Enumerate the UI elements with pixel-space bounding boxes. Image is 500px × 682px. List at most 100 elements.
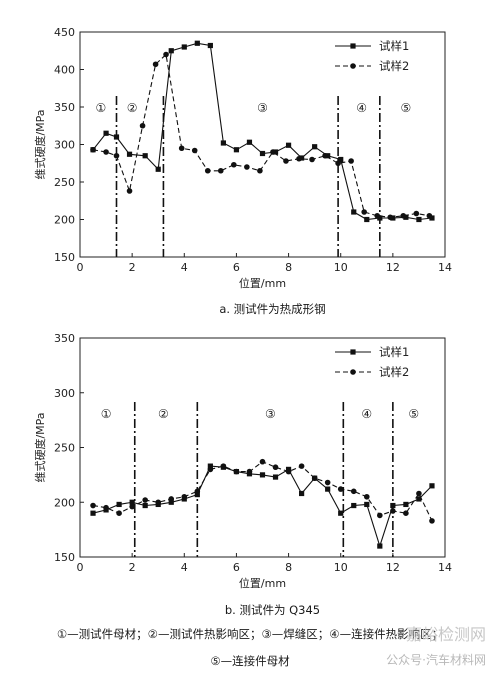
x-tick-label: 8 (285, 261, 292, 274)
data-point (429, 483, 435, 489)
zone-label: ① (101, 407, 112, 421)
data-point (142, 497, 148, 503)
data-point (429, 518, 435, 524)
x-tick-label: 8 (285, 561, 292, 574)
x-tick-label: 2 (129, 261, 136, 274)
data-point (233, 468, 240, 475)
data-point (325, 486, 331, 492)
data-point (129, 503, 135, 510)
data-point (126, 188, 133, 194)
data-point (272, 464, 279, 471)
data-point (335, 160, 341, 167)
data-point (163, 51, 169, 58)
data-point (403, 214, 409, 220)
data-point (207, 463, 213, 469)
data-point (168, 48, 174, 54)
data-point (155, 499, 162, 506)
data-point (390, 508, 396, 514)
legend-label-2: 试样2 (379, 59, 409, 73)
data-point (403, 501, 409, 508)
data-point (207, 466, 214, 473)
zone-label: ⑤ (408, 407, 419, 421)
data-point (259, 458, 266, 465)
y-tick-label: 150 (54, 551, 75, 564)
data-point (351, 502, 357, 509)
data-point (103, 149, 109, 155)
data-point (220, 463, 227, 469)
zone-label: ④ (356, 101, 367, 115)
data-point (363, 493, 370, 500)
data-point (113, 152, 120, 159)
data-point (129, 499, 135, 505)
data-point (350, 488, 357, 495)
y-tick-label: 250 (54, 442, 75, 455)
x-axis-label: 位置/mm (239, 276, 286, 290)
y-tick-label: 200 (54, 496, 75, 509)
data-point (377, 215, 383, 221)
y-tick-label: 450 (54, 26, 75, 39)
data-point (178, 145, 185, 152)
data-point (246, 139, 253, 145)
data-point (259, 150, 266, 157)
data-point (311, 475, 318, 481)
data-point (139, 122, 146, 129)
data-point (113, 134, 120, 140)
data-point (285, 142, 292, 148)
data-point (387, 214, 394, 221)
zone-label: ④ (361, 407, 372, 421)
series-line-2 (92, 461, 433, 522)
x-tick-label: 12 (386, 261, 400, 274)
zone-label: ② (127, 101, 138, 115)
x-tick-label: 10 (334, 561, 348, 574)
data-point (142, 502, 148, 509)
legend-marker-2 (350, 369, 356, 375)
x-tick-label: 4 (181, 561, 188, 574)
data-point (416, 490, 422, 497)
data-point (231, 161, 237, 168)
chart-a-hot-formed-steel: 0 2 4 6 8 10 12 14 150 200 250 300 350 400 450 位置/mm 维式硬… (33, 26, 452, 316)
y-tick-label: 400 (54, 64, 75, 77)
x-tick-label: 14 (438, 561, 452, 574)
chart-caption: a. 测试件为热成形钢 (219, 302, 325, 316)
x-tick-label: 2 (129, 561, 136, 574)
data-point (217, 167, 224, 174)
legend-marker-1 (350, 43, 356, 49)
x-tick-label: 6 (233, 261, 240, 274)
data-point (246, 468, 253, 475)
data-point (194, 488, 201, 495)
data-point (377, 512, 383, 519)
data-point (116, 510, 122, 516)
footnote-line-1: ①—测试件母材；②—测试件热影响区；③—焊缝区；④—连接件热影响区； (57, 627, 443, 641)
data-point (364, 216, 370, 223)
y-tick-label: 200 (54, 214, 75, 227)
data-point (324, 479, 331, 486)
data-point (403, 510, 409, 516)
data-point (416, 496, 422, 502)
y-tick-label: 300 (54, 139, 75, 152)
data-point (191, 147, 198, 154)
legend-label-1: 试样1 (379, 39, 409, 53)
data-point (299, 490, 305, 497)
chart-b-q345: 0 2 4 6 8 10 12 14 150 200 250 300 350 位置/mm 维式硬度/MPa ①… (33, 332, 452, 617)
data-point (390, 502, 396, 509)
data-point (181, 493, 188, 500)
zone-label: ① (95, 101, 106, 115)
x-tick-label: 6 (233, 561, 240, 574)
y-axis-label: 维式硬度/MPa (33, 412, 47, 482)
x-tick-label: 0 (77, 261, 84, 274)
data-point (103, 504, 109, 511)
data-point (270, 149, 276, 155)
x-axis-label: 位置/mm (239, 576, 286, 590)
data-point (364, 501, 370, 508)
data-point (374, 212, 381, 219)
data-point (207, 42, 213, 49)
y-tick-label: 150 (54, 251, 75, 264)
data-point (426, 212, 433, 219)
data-point (348, 158, 354, 164)
data-point (338, 510, 344, 516)
data-point (142, 153, 148, 159)
data-point (244, 164, 250, 170)
legend-label-1: 试样1 (379, 345, 409, 359)
data-point (194, 40, 200, 46)
data-point (168, 496, 175, 502)
